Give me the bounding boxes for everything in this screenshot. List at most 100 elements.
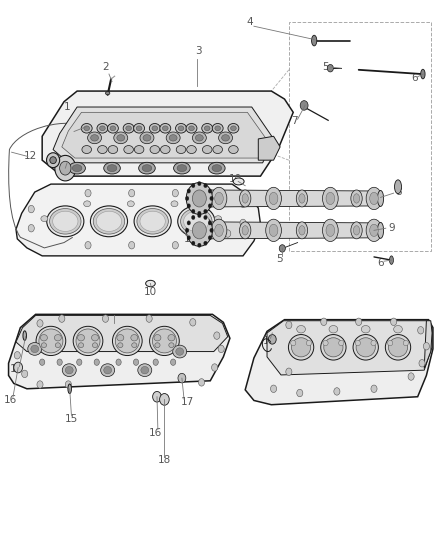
Circle shape [419, 360, 425, 367]
Ellipse shape [326, 192, 335, 205]
Ellipse shape [187, 146, 196, 154]
Text: 10: 10 [229, 174, 242, 184]
Ellipse shape [98, 146, 107, 154]
Ellipse shape [108, 146, 118, 154]
Ellipse shape [297, 326, 305, 333]
Ellipse shape [299, 194, 305, 203]
Text: 5: 5 [276, 254, 283, 263]
Ellipse shape [361, 326, 370, 333]
Ellipse shape [73, 326, 103, 356]
Ellipse shape [288, 335, 314, 360]
Ellipse shape [143, 135, 151, 141]
Text: 10: 10 [144, 287, 156, 297]
Ellipse shape [142, 165, 152, 172]
Ellipse shape [150, 326, 179, 356]
Circle shape [85, 241, 91, 249]
Circle shape [204, 209, 207, 214]
Circle shape [286, 321, 292, 329]
Ellipse shape [154, 335, 161, 341]
Circle shape [198, 211, 201, 215]
Ellipse shape [107, 124, 118, 133]
Text: 3: 3 [195, 46, 202, 56]
Ellipse shape [84, 126, 89, 131]
Ellipse shape [139, 163, 155, 174]
Ellipse shape [126, 126, 131, 131]
Ellipse shape [299, 225, 305, 235]
Ellipse shape [53, 211, 78, 231]
Ellipse shape [162, 126, 168, 131]
Circle shape [14, 352, 20, 359]
Circle shape [192, 190, 206, 207]
Ellipse shape [47, 206, 84, 237]
Ellipse shape [311, 35, 317, 46]
Text: 16: 16 [149, 428, 162, 438]
Ellipse shape [69, 163, 85, 174]
Ellipse shape [168, 335, 175, 341]
Ellipse shape [351, 190, 362, 207]
Polygon shape [16, 184, 261, 256]
Ellipse shape [395, 180, 402, 193]
Ellipse shape [378, 222, 384, 238]
Ellipse shape [339, 341, 344, 346]
Circle shape [214, 332, 220, 340]
Ellipse shape [123, 124, 134, 133]
Ellipse shape [266, 187, 282, 209]
Circle shape [178, 373, 186, 383]
Ellipse shape [228, 124, 239, 133]
Ellipse shape [54, 335, 61, 341]
Circle shape [279, 245, 286, 252]
Circle shape [391, 318, 397, 326]
Ellipse shape [323, 341, 328, 346]
Ellipse shape [96, 211, 122, 231]
Ellipse shape [134, 206, 171, 237]
Ellipse shape [296, 190, 307, 207]
Circle shape [321, 318, 327, 326]
Ellipse shape [296, 222, 307, 239]
Ellipse shape [118, 343, 123, 348]
Ellipse shape [68, 384, 71, 393]
Ellipse shape [176, 124, 187, 133]
Ellipse shape [104, 163, 120, 174]
Circle shape [198, 378, 205, 386]
Ellipse shape [269, 224, 278, 237]
Ellipse shape [353, 194, 360, 203]
Ellipse shape [229, 146, 238, 154]
Ellipse shape [138, 364, 152, 376]
Circle shape [191, 183, 195, 188]
Ellipse shape [92, 335, 99, 341]
Polygon shape [62, 112, 267, 158]
Circle shape [152, 391, 161, 402]
Ellipse shape [28, 343, 42, 356]
Ellipse shape [178, 206, 215, 237]
Circle shape [225, 230, 231, 237]
Circle shape [371, 385, 377, 392]
Ellipse shape [321, 335, 346, 360]
Circle shape [204, 183, 207, 188]
Ellipse shape [208, 163, 225, 174]
Circle shape [190, 319, 196, 326]
Ellipse shape [180, 208, 212, 234]
Ellipse shape [124, 146, 134, 154]
Circle shape [39, 359, 45, 366]
Ellipse shape [176, 146, 186, 154]
Circle shape [14, 362, 22, 373]
Circle shape [28, 224, 34, 232]
Text: 19: 19 [263, 336, 276, 346]
Ellipse shape [90, 206, 127, 237]
Ellipse shape [212, 165, 222, 172]
Text: 16: 16 [4, 395, 17, 405]
Ellipse shape [134, 146, 144, 154]
Ellipse shape [160, 124, 171, 133]
Circle shape [186, 214, 212, 246]
Circle shape [77, 359, 82, 366]
Ellipse shape [211, 187, 227, 209]
Circle shape [55, 156, 76, 181]
Ellipse shape [78, 335, 85, 341]
Ellipse shape [389, 338, 408, 357]
Ellipse shape [322, 219, 338, 241]
Ellipse shape [65, 367, 73, 374]
Ellipse shape [41, 343, 46, 348]
Circle shape [187, 189, 191, 193]
Ellipse shape [136, 126, 142, 131]
Ellipse shape [291, 338, 311, 357]
